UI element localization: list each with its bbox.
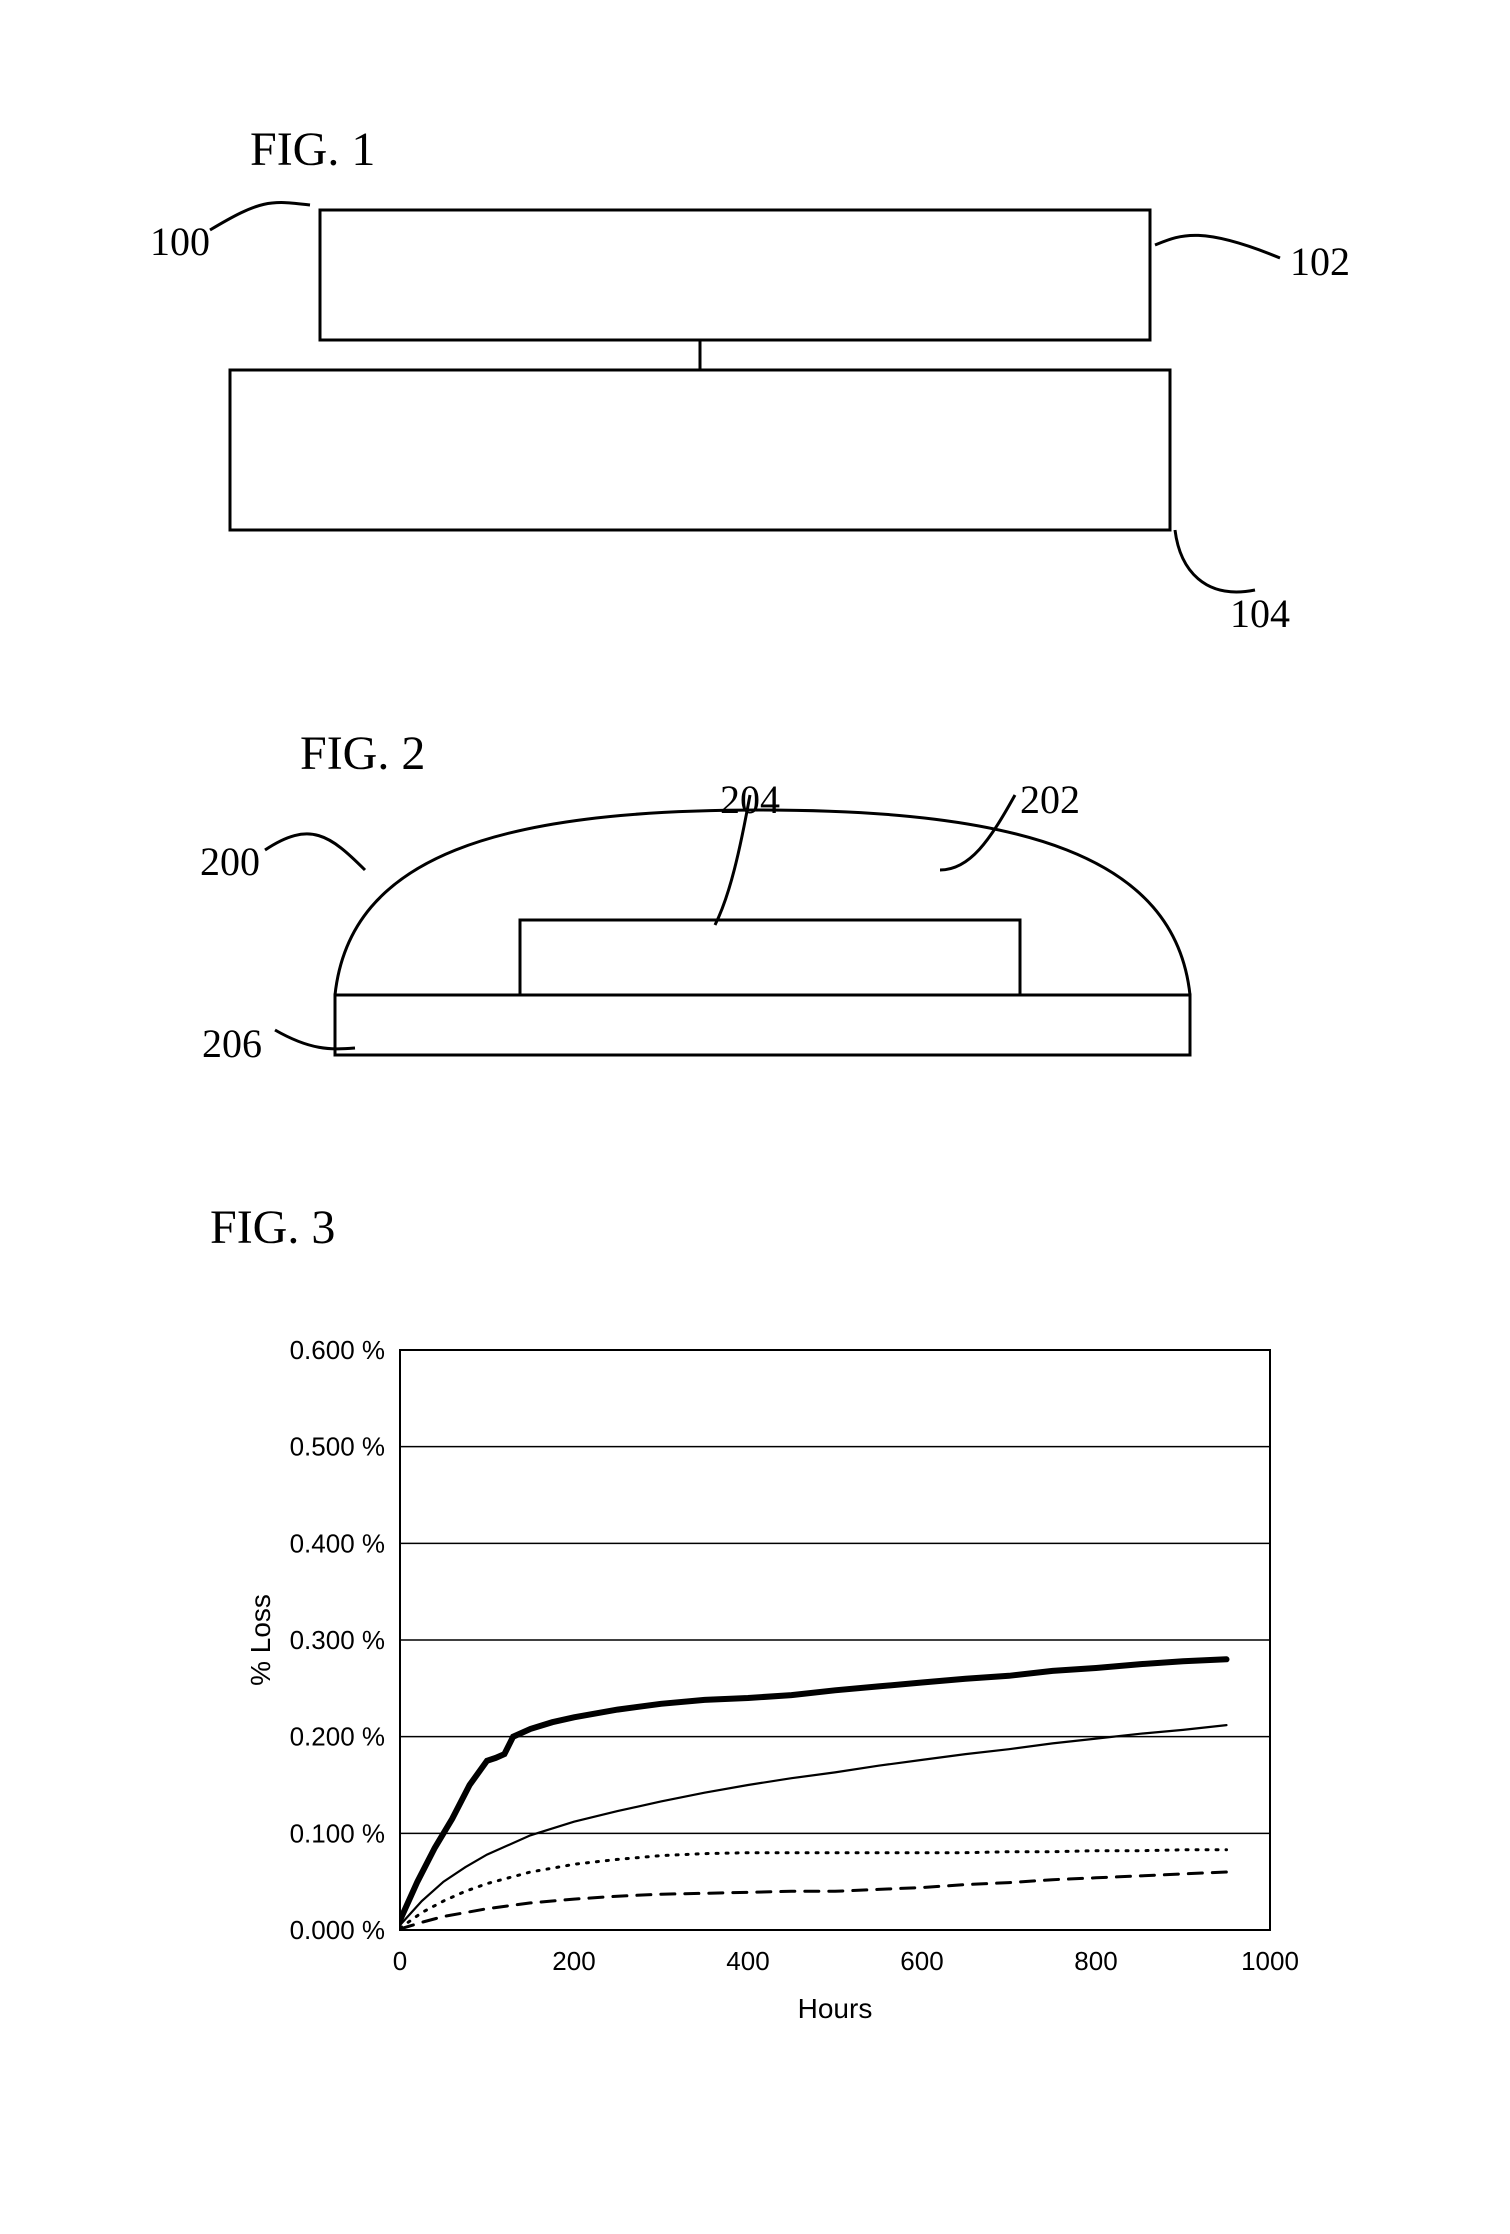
svg-text:1000: 1000 bbox=[1241, 1946, 1299, 1976]
fig3-chart: 0.000 % 0.100 % 0.200 % 0.300 % 0.400 % 0.500… bbox=[0, 0, 1510, 2234]
page: FIG. 1 100 102 104 FIG. 2 200 202 204 20… bbox=[0, 0, 1510, 2234]
svg-text:0.100 %: 0.100 % bbox=[290, 1818, 385, 1848]
svg-text:Hours: Hours bbox=[798, 1993, 873, 2024]
svg-text:0.400 %: 0.400 % bbox=[290, 1528, 385, 1558]
svg-text:0.200 %: 0.200 % bbox=[290, 1722, 385, 1752]
svg-text:% Loss: % Loss bbox=[245, 1594, 276, 1686]
svg-text:0.300 %: 0.300 % bbox=[290, 1625, 385, 1655]
svg-text:600: 600 bbox=[900, 1946, 943, 1976]
svg-text:800: 800 bbox=[1074, 1946, 1117, 1976]
svg-text:0.500 %: 0.500 % bbox=[290, 1432, 385, 1462]
svg-text:0.600 %: 0.600 % bbox=[290, 1335, 385, 1365]
svg-text:200: 200 bbox=[552, 1946, 595, 1976]
svg-text:0: 0 bbox=[393, 1946, 407, 1976]
svg-text:0.000 %: 0.000 % bbox=[290, 1915, 385, 1945]
svg-text:400: 400 bbox=[726, 1946, 769, 1976]
